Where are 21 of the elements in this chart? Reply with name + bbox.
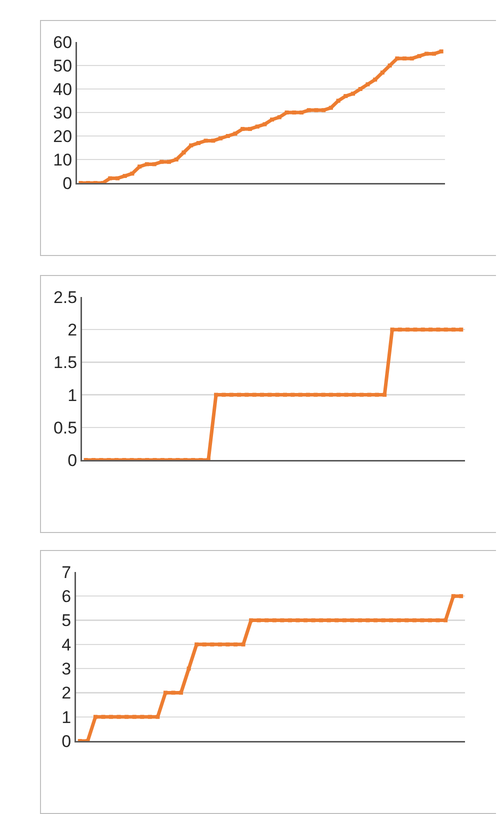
y-tick-label: 1.5 <box>53 353 78 372</box>
y-tick-label: 7 <box>62 562 72 582</box>
y-tick-label: 0 <box>68 450 78 470</box>
y-tick-label: 0.5 <box>53 418 78 438</box>
y-tick-label: 5 <box>62 611 72 630</box>
y-tick-label: 0 <box>62 174 72 193</box>
y-tick-label: 3 <box>62 660 72 679</box>
y-tick-label: 1 <box>62 708 72 727</box>
y-tick-label: 60 <box>53 32 72 52</box>
y-tick-label: 2 <box>62 684 72 703</box>
y-tick-label: 4 <box>62 635 72 654</box>
y-tick-label: 2 <box>68 320 78 340</box>
y-tick-label: 10 <box>53 150 72 170</box>
y-tick-label: 0 <box>62 732 72 751</box>
y-tick-label: 2.5 <box>53 288 78 307</box>
y-tick-label: 6 <box>62 587 72 606</box>
y-tick-label: 30 <box>53 103 72 122</box>
y-tick-label: 50 <box>53 56 72 76</box>
y-tick-label: 40 <box>53 80 72 99</box>
y-tick-label: 20 <box>53 126 72 146</box>
y-tick-label: 1 <box>68 386 78 405</box>
